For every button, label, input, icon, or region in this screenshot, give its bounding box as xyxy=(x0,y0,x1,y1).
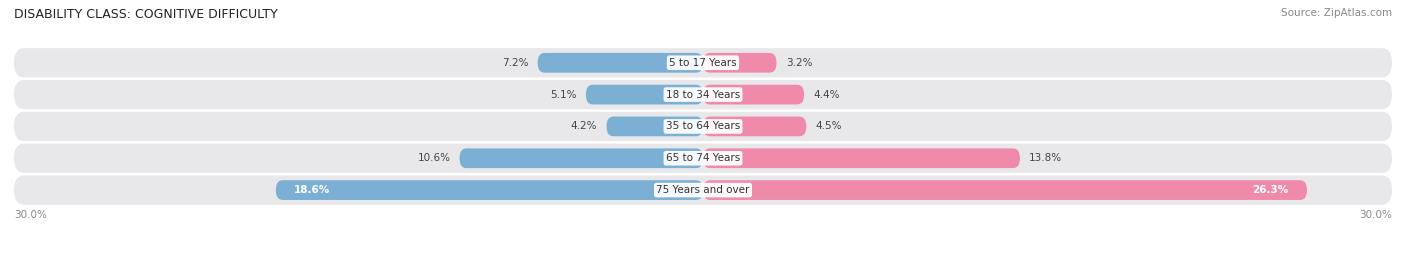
Text: 35 to 64 Years: 35 to 64 Years xyxy=(666,121,740,132)
Text: 75 Years and over: 75 Years and over xyxy=(657,185,749,195)
FancyBboxPatch shape xyxy=(703,116,807,136)
FancyBboxPatch shape xyxy=(460,148,703,168)
Text: 4.2%: 4.2% xyxy=(571,121,598,132)
Text: 18.6%: 18.6% xyxy=(294,185,330,195)
FancyBboxPatch shape xyxy=(14,144,1392,173)
Legend: Male, Female: Male, Female xyxy=(637,268,769,269)
Text: 5.1%: 5.1% xyxy=(550,90,576,100)
Text: 13.8%: 13.8% xyxy=(1029,153,1062,163)
FancyBboxPatch shape xyxy=(703,85,804,104)
FancyBboxPatch shape xyxy=(586,85,703,104)
Text: 26.3%: 26.3% xyxy=(1253,185,1289,195)
Text: 10.6%: 10.6% xyxy=(418,153,450,163)
FancyBboxPatch shape xyxy=(703,148,1019,168)
FancyBboxPatch shape xyxy=(703,53,776,73)
Text: 7.2%: 7.2% xyxy=(502,58,529,68)
Text: 4.4%: 4.4% xyxy=(813,90,839,100)
Text: 3.2%: 3.2% xyxy=(786,58,813,68)
Text: 30.0%: 30.0% xyxy=(1360,210,1392,220)
FancyBboxPatch shape xyxy=(14,175,1392,205)
Text: 65 to 74 Years: 65 to 74 Years xyxy=(666,153,740,163)
FancyBboxPatch shape xyxy=(14,48,1392,77)
Text: 5 to 17 Years: 5 to 17 Years xyxy=(669,58,737,68)
FancyBboxPatch shape xyxy=(703,180,1308,200)
Text: 4.5%: 4.5% xyxy=(815,121,842,132)
FancyBboxPatch shape xyxy=(14,80,1392,109)
FancyBboxPatch shape xyxy=(14,112,1392,141)
Text: 18 to 34 Years: 18 to 34 Years xyxy=(666,90,740,100)
FancyBboxPatch shape xyxy=(276,180,703,200)
Text: Source: ZipAtlas.com: Source: ZipAtlas.com xyxy=(1281,8,1392,18)
FancyBboxPatch shape xyxy=(606,116,703,136)
Text: DISABILITY CLASS: COGNITIVE DIFFICULTY: DISABILITY CLASS: COGNITIVE DIFFICULTY xyxy=(14,8,278,21)
Text: 30.0%: 30.0% xyxy=(14,210,46,220)
FancyBboxPatch shape xyxy=(537,53,703,73)
